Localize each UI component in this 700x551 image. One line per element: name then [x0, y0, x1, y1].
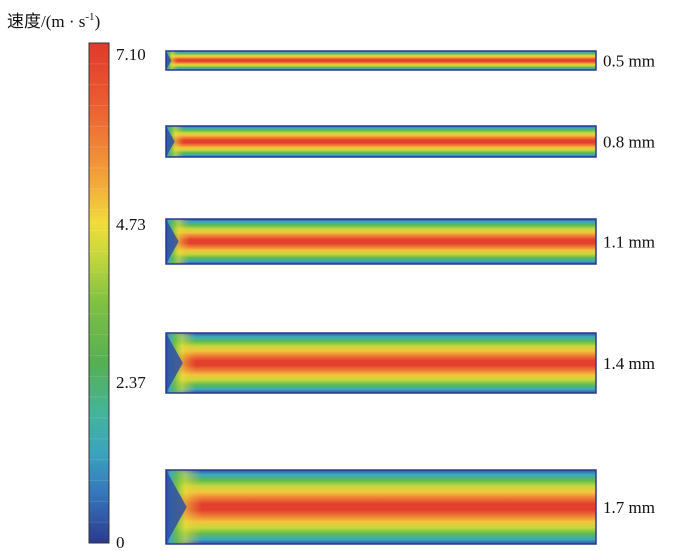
colorbar-tick-zero: 0 — [116, 533, 125, 551]
colorbar-tick-lower: 2.37 — [116, 373, 146, 392]
colorbar-tick-upper: 4.73 — [116, 215, 146, 234]
channel-inlet-region — [166, 219, 286, 264]
channel-1: 0.5 mm — [165, 50, 655, 71]
channel-width-label: 1.1 mm — [603, 233, 655, 252]
legend-title: 速度/(m · s-1) — [7, 11, 100, 31]
channel-inlet-region — [166, 126, 256, 157]
channel-inlet-chevron — [166, 470, 187, 544]
channel-inlet-region — [166, 470, 346, 544]
channel-inlet-chevron — [166, 51, 172, 70]
channel-3: 1.1 mm — [165, 218, 655, 265]
channel-width-label: 0.8 mm — [603, 133, 655, 152]
channel-wall — [165, 218, 597, 265]
channel-inlet-chevron — [166, 219, 179, 264]
channel-5: 1.7 mm — [165, 469, 655, 545]
channel-wall — [165, 50, 597, 71]
channel-wall — [165, 332, 597, 394]
channel-wall — [165, 125, 597, 158]
colorbar-tick-max: 7.10 — [116, 45, 146, 64]
channel-width-label: 0.5 mm — [603, 52, 655, 71]
channel-wall — [165, 469, 597, 545]
channel-inlet-region — [166, 51, 226, 70]
colorbar — [88, 42, 110, 544]
channel-inlet-chevron — [166, 333, 183, 393]
channel-inlet-chevron — [166, 126, 175, 157]
channel-width-label: 1.4 mm — [603, 354, 655, 373]
channel-velocity-field — [166, 51, 596, 70]
channel-width-label: 1.7 mm — [603, 498, 655, 517]
channel-contours: 0.5 mm 0.8 mm 1.1 mm 1.4 mm 1.7 mm — [165, 50, 655, 545]
channel-4: 1.4 mm — [165, 332, 655, 394]
channel-2: 0.8 mm — [165, 125, 655, 158]
colorbar-bands — [89, 63, 109, 523]
channel-inlet-region — [166, 333, 316, 393]
